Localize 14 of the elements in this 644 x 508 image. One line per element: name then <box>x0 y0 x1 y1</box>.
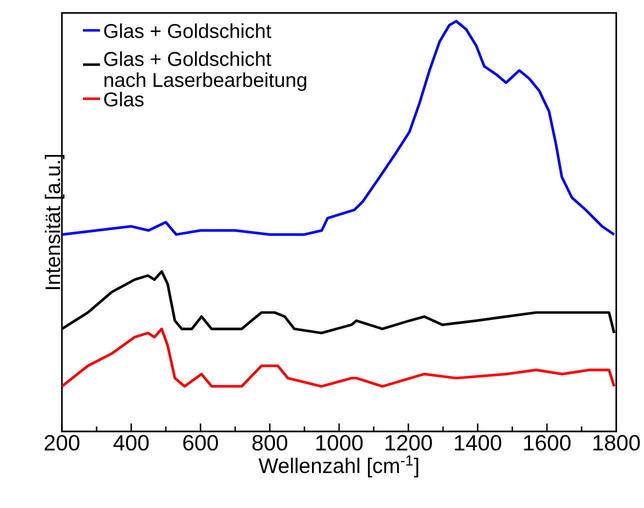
legend-label: Glas + Goldschicht <box>104 23 272 38</box>
x-tick-label: 600 <box>183 434 218 450</box>
x-tick-label: 800 <box>252 434 288 450</box>
x-tick-label: 1400 <box>454 434 502 450</box>
x-axis-title: Wellenzahl [cm$^{-1}$] <box>258 455 418 478</box>
x-tick-label: 200 <box>44 434 80 450</box>
legend-label: Glas <box>104 92 144 106</box>
x-tick-label: 1000 <box>316 434 363 450</box>
x-tick-label: 1200 <box>386 434 432 450</box>
x-tick-label: 400 <box>113 434 149 450</box>
x-tick-label: 1600 <box>524 434 571 450</box>
legend-label: Glas + Goldschicht nach Laserbearbeitung <box>104 51 306 91</box>
x-tick-label: 1800 <box>593 434 640 450</box>
y-axis-title: Intensität [a.u.] <box>44 154 64 289</box>
